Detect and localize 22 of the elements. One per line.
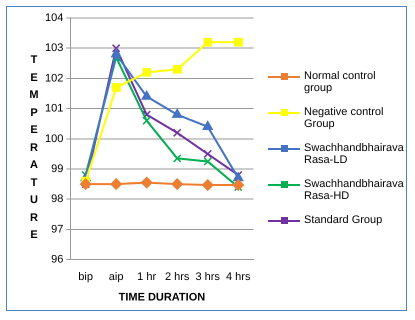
legend-label: Swachhandbhairava Rasa-HD: [304, 178, 404, 202]
text: TEMPERATURE: [29, 54, 39, 241]
x-axis-title: TIME DURATION: [118, 291, 206, 304]
y-tick-label: 98: [51, 193, 64, 206]
y-tick-label: 99: [51, 163, 64, 176]
y-tick-label: 101: [44, 102, 64, 115]
y-tick-label: 104: [44, 12, 64, 24]
x-tick-label: 4 hrs: [226, 271, 251, 284]
y-tick-label: 103: [44, 42, 64, 54]
y-tick-label: 100: [44, 132, 64, 145]
legend-label: Standard Group: [304, 214, 382, 226]
y-tick-label: 97: [51, 223, 64, 236]
y-tick-label: 96: [51, 254, 64, 266]
x-tick-label: bip: [78, 271, 93, 284]
x-tick-label: 1 hr: [137, 271, 156, 284]
y-tick-label: 102: [44, 72, 64, 84]
legend-label: Normal control group: [304, 70, 377, 94]
x-tick-label: 2 hrs: [164, 271, 190, 284]
x-tick-label: 3 hrs: [195, 271, 220, 284]
legend-label: Swachhandbhairava Rasa-LD: [304, 142, 404, 166]
x-tick-label: aip: [108, 271, 124, 284]
legend-label: Negative control Group: [304, 106, 384, 130]
